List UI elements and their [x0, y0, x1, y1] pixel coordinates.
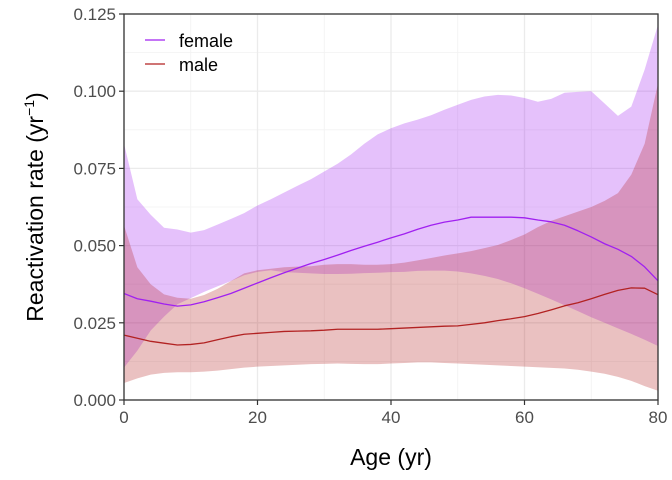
x-tick-label: 40 [382, 408, 401, 427]
y-tick-label: 0.075 [73, 159, 116, 178]
x-tick-label: 20 [248, 408, 267, 427]
x-tick-label: 60 [515, 408, 534, 427]
line-male [123, 287, 659, 346]
confidence-bands [124, 24, 658, 391]
y-axis-title-main: Reactivation rate (yr [22, 116, 48, 322]
series-lines [123, 216, 659, 346]
x-tick-label: 0 [119, 408, 128, 427]
x-tick-label: 80 [649, 408, 668, 427]
line-female [123, 216, 659, 307]
band-female [124, 24, 658, 368]
y-tick-label: 0.125 [73, 5, 116, 24]
y-axis-title-close: ) [22, 92, 48, 100]
legend-label-female: female [179, 31, 233, 51]
y-tick-label: 0.050 [73, 237, 116, 256]
y-tick-label: 0.100 [73, 82, 116, 101]
legend: female male [145, 31, 233, 75]
axis-ticks: 0 20 40 60 80 0.000 0.025 0.050 0.075 0.100 0.125 [73, 5, 667, 427]
y-tick-label: 0.025 [73, 314, 116, 333]
legend-label-male: male [179, 55, 218, 75]
band-male [124, 83, 658, 391]
y-axis-title-exponent: −1 [21, 100, 37, 116]
y-axis-title: Reactivation rate (yr−1) [21, 92, 48, 321]
x-axis-title: Age (yr) [350, 444, 432, 470]
y-tick-label: 0.000 [73, 391, 116, 410]
